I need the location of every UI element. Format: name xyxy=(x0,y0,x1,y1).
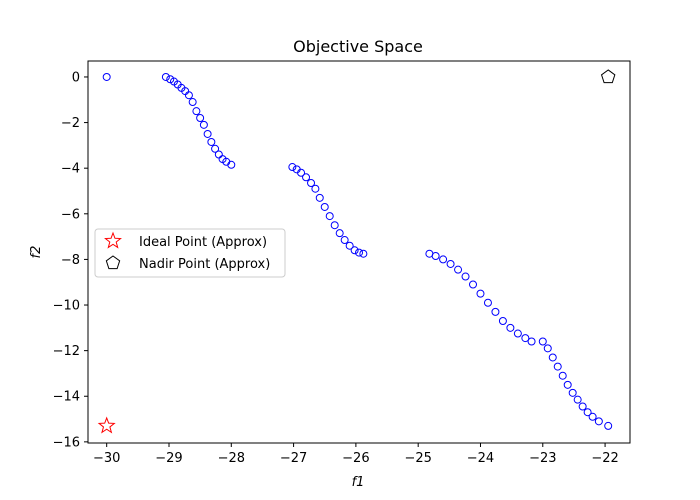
legend-pentagon-icon xyxy=(105,255,121,270)
x-tick-label: −30 xyxy=(93,451,120,466)
data-point xyxy=(573,395,582,404)
y-axis-label: f2 xyxy=(29,246,44,259)
data-point xyxy=(320,202,329,211)
x-tick-label: −27 xyxy=(280,451,307,466)
data-point xyxy=(521,334,530,343)
data-point xyxy=(548,353,557,362)
data-point xyxy=(297,168,306,177)
data-point xyxy=(345,241,354,250)
data-point xyxy=(527,337,536,346)
data-point xyxy=(311,184,320,193)
points-layer xyxy=(97,69,616,434)
data-point xyxy=(184,91,193,100)
data-point xyxy=(330,221,339,230)
legend-frame xyxy=(94,228,286,278)
data-point xyxy=(538,337,547,346)
x-tick-label: −25 xyxy=(404,451,431,466)
data-point xyxy=(359,249,368,258)
data-point xyxy=(543,344,552,353)
data-point xyxy=(188,98,197,107)
legend-ideal-label: Ideal Point (Approx) xyxy=(139,235,267,250)
y-tick-label: −4 xyxy=(61,162,80,177)
data-point xyxy=(604,421,613,430)
data-point xyxy=(498,316,507,325)
data-point xyxy=(335,229,344,238)
data-point xyxy=(192,107,201,116)
x-tick-label: −26 xyxy=(342,451,369,466)
data-point xyxy=(161,72,170,81)
data-point xyxy=(355,248,363,257)
data-point xyxy=(506,323,515,332)
data-point xyxy=(513,329,522,338)
plot-frame xyxy=(87,60,631,444)
plot-area xyxy=(87,60,631,444)
data-point xyxy=(196,114,205,123)
data-point xyxy=(102,72,111,81)
data-point xyxy=(431,251,440,260)
data-point xyxy=(594,417,603,426)
data-point xyxy=(199,120,208,129)
data-point xyxy=(439,255,448,264)
data-point xyxy=(203,129,212,138)
data-point xyxy=(288,163,297,172)
data-point xyxy=(461,272,470,281)
legend-nadir-marker xyxy=(105,255,121,270)
data-point xyxy=(307,179,316,188)
x-tick-label: −22 xyxy=(591,451,618,466)
data-point xyxy=(558,371,567,380)
data-point xyxy=(583,408,592,417)
data-point xyxy=(340,236,349,245)
data-point xyxy=(476,289,485,298)
y-tick-label: 0 xyxy=(72,70,80,85)
y-tick-label: −12 xyxy=(53,344,80,359)
data-point xyxy=(553,362,562,371)
y-tick-label: −6 xyxy=(61,207,80,222)
chart-title: Objective Space xyxy=(293,37,423,56)
x-tick-label: −28 xyxy=(218,451,245,466)
data-point xyxy=(325,212,334,221)
data-point xyxy=(469,280,478,289)
legend-star-icon xyxy=(104,231,122,249)
data-point xyxy=(578,402,587,411)
y-tick-label: −10 xyxy=(53,299,80,314)
y-tick-label: −8 xyxy=(61,253,80,268)
y-axis: 0 −2 −4 −6 −8 −10 −12 −14 −16 xyxy=(53,70,88,450)
data-point xyxy=(491,307,500,316)
nadir-point-marker xyxy=(600,69,616,84)
legend: Ideal Point (Approx) Nadir Point (Approx… xyxy=(94,228,286,278)
x-tick-label: −23 xyxy=(529,451,556,466)
x-tick-label: −24 xyxy=(467,451,494,466)
y-tick-label: −14 xyxy=(53,390,80,405)
data-point xyxy=(207,137,216,146)
data-point xyxy=(302,173,311,182)
data-point xyxy=(588,412,597,421)
data-point xyxy=(483,298,492,307)
x-axis-label: f1 xyxy=(352,475,365,490)
data-point xyxy=(568,388,577,397)
data-point xyxy=(227,160,236,169)
data-point xyxy=(211,144,220,153)
y-tick-label: −2 xyxy=(61,116,80,131)
legend-ideal-marker xyxy=(104,231,122,249)
data-point xyxy=(350,246,359,255)
y-tick-label: −16 xyxy=(53,435,80,450)
data-point xyxy=(446,259,455,268)
x-axis: −30 −29 −28 −27 −26 −25 −24 −23 −22 xyxy=(93,443,619,466)
data-point xyxy=(315,193,324,202)
data-point xyxy=(563,380,572,389)
x-tick-label: −29 xyxy=(155,451,182,466)
data-point xyxy=(454,265,463,274)
legend-nadir-label: Nadir Point (Approx) xyxy=(139,257,270,272)
ideal-point-marker xyxy=(97,416,116,434)
